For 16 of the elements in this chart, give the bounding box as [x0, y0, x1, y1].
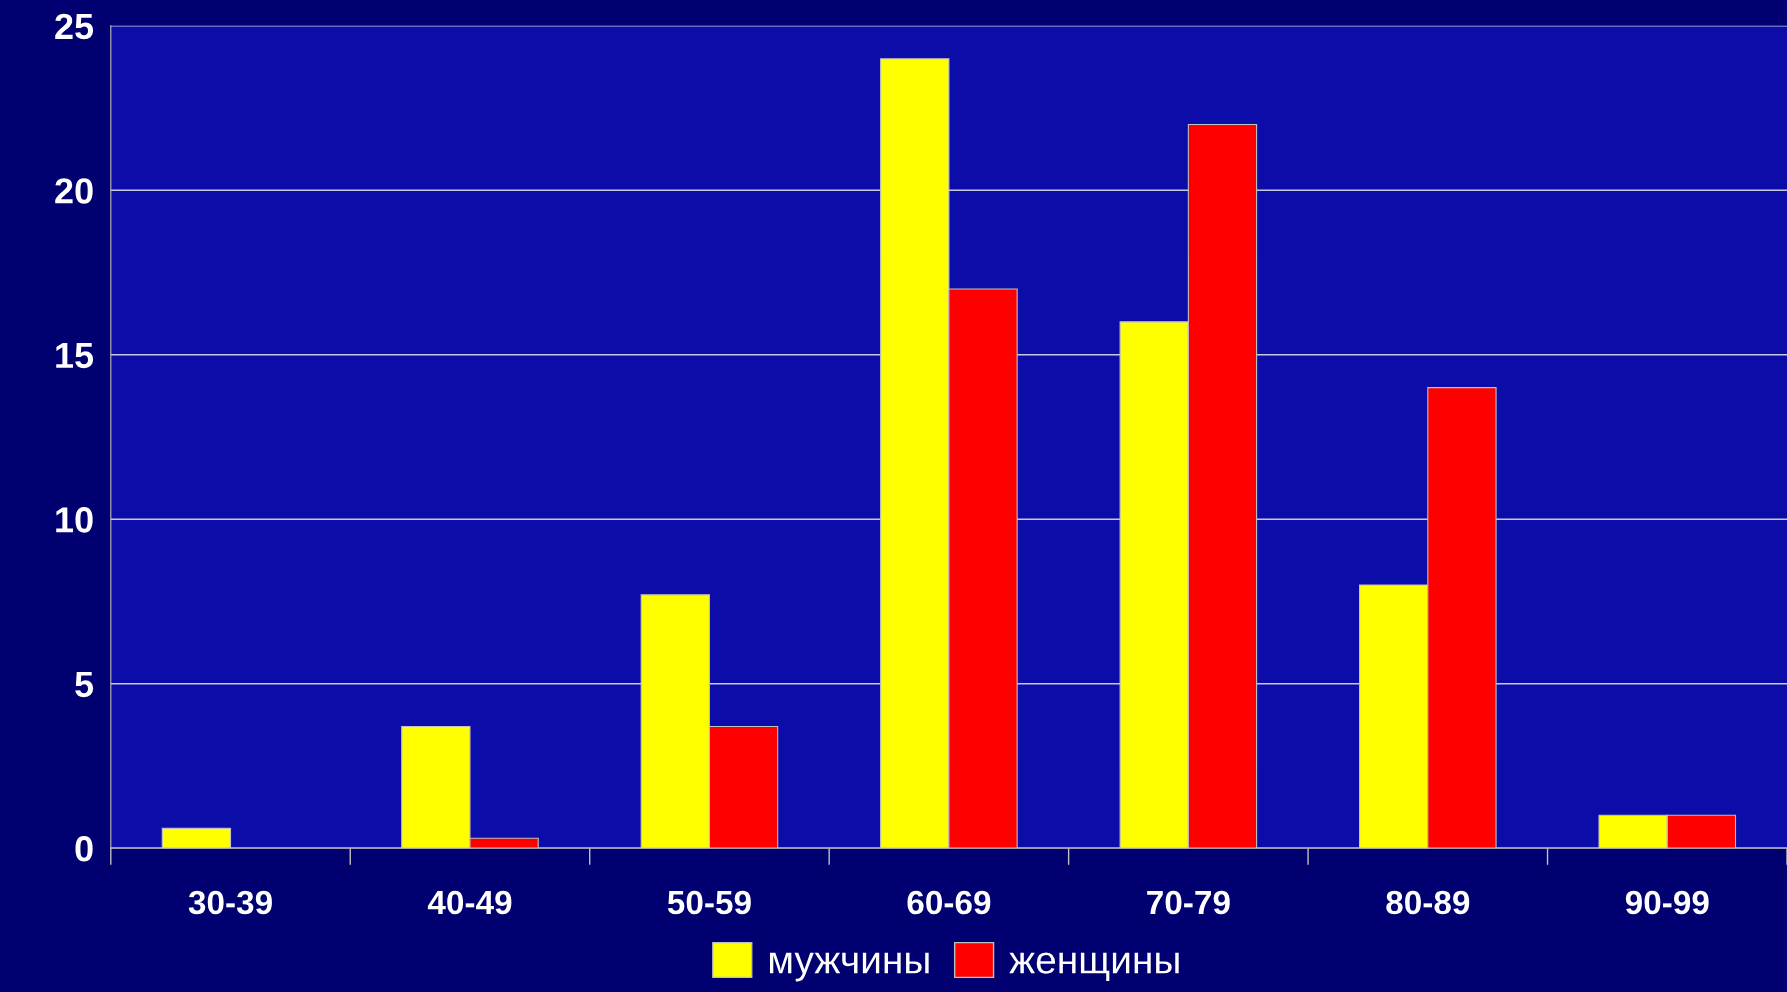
- legend-label: женщины: [1009, 952, 1179, 982]
- y-tick-label: 20: [55, 178, 93, 204]
- bar: [161, 827, 232, 849]
- y-tick-label: 15: [56, 342, 94, 369]
- x-tick-label: 80-89: [1386, 890, 1470, 915]
- y-tick-label: 25: [55, 13, 94, 40]
- x-tick-label: 60-69: [907, 890, 991, 915]
- x-tick-label: 30-39: [188, 890, 272, 915]
- y-tick-label: 0: [75, 836, 93, 862]
- x-tick-label: 40-49: [427, 890, 512, 915]
- y-tick-label: 5: [75, 671, 94, 698]
- x-tick-label: 70-79: [1147, 890, 1230, 915]
- x-tick-label: 50-59: [667, 890, 751, 915]
- y-tick-label: 10: [56, 507, 93, 533]
- x-tick-label: 90-99: [1625, 890, 1709, 915]
- legend-label: мужчины: [769, 952, 929, 982]
